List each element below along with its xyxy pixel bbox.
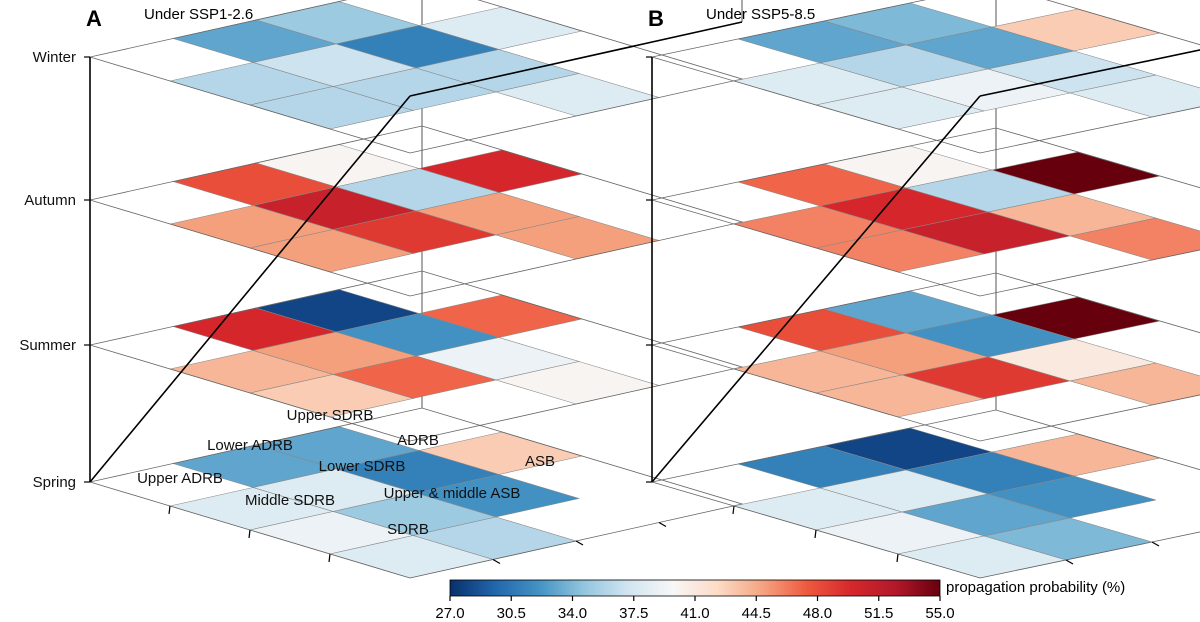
panel-letter: B <box>648 6 664 31</box>
y-tick <box>492 558 501 565</box>
heatmap-cell <box>1069 362 1200 406</box>
region-label: SDRB <box>387 521 429 538</box>
region-label: ASB <box>525 453 555 470</box>
heatmap-cell <box>1069 217 1200 261</box>
panel-letter: A <box>86 6 102 31</box>
region-label: Upper & middle ASB <box>384 485 521 502</box>
y-tick <box>1065 559 1074 565</box>
x-tick <box>328 553 331 563</box>
season-label: Winter <box>33 49 76 66</box>
layer-outline <box>88 270 744 442</box>
layer-outline <box>651 272 1200 442</box>
layer-outline <box>88 125 744 297</box>
x-tick <box>732 505 735 515</box>
layer-outline <box>651 409 1200 579</box>
colorbar-tick-label: 30.5 <box>497 605 526 622</box>
season-label: Summer <box>19 337 76 354</box>
layer-outline <box>88 407 744 579</box>
layer-outline <box>88 0 744 154</box>
panel-title: Under SSP5-8.5 <box>706 6 815 23</box>
y-tick <box>575 540 584 546</box>
colorbar-tick-label: 48.0 <box>803 605 832 622</box>
region-label: Lower ADRB <box>207 437 293 454</box>
colorbar-rect <box>449 579 941 597</box>
panel-title: Under SSP1-2.6 <box>144 6 253 23</box>
x-axis-line <box>651 95 981 483</box>
region-label: Upper SDRB <box>287 407 374 424</box>
layer-outline <box>651 127 1200 297</box>
colorbar-tick-label: 34.0 <box>558 605 587 622</box>
x-tick <box>248 529 251 539</box>
colorbar-tick-label: 51.5 <box>864 605 893 622</box>
colorbar-tick-label: 44.5 <box>742 605 771 622</box>
x-tick <box>814 529 817 539</box>
y-axis-line <box>409 21 743 97</box>
y-tick <box>658 521 667 528</box>
region-label: ADRB <box>397 432 439 449</box>
layer-outline <box>651 0 1200 154</box>
x-axis-line <box>89 95 411 483</box>
colorbar-tick-label: 37.5 <box>619 605 648 622</box>
colorbar-tick-label: 27.0 <box>435 605 464 622</box>
y-axis-line <box>979 49 1200 97</box>
region-label: Upper ADRB <box>137 470 223 487</box>
heatmap-cell <box>1069 74 1200 118</box>
colorbar-title: propagation probability (%) <box>946 579 1125 596</box>
x-tick <box>168 505 171 515</box>
y-tick <box>1151 541 1160 547</box>
x-tick <box>896 553 899 563</box>
region-label: Lower SDRB <box>319 458 406 475</box>
region-label: Middle SDRB <box>245 492 335 509</box>
season-label: Spring <box>33 474 76 491</box>
colorbar-tick-label: 41.0 <box>680 605 709 622</box>
colorbar-tick-label: 55.0 <box>925 605 954 622</box>
season-label: Autumn <box>24 192 76 209</box>
